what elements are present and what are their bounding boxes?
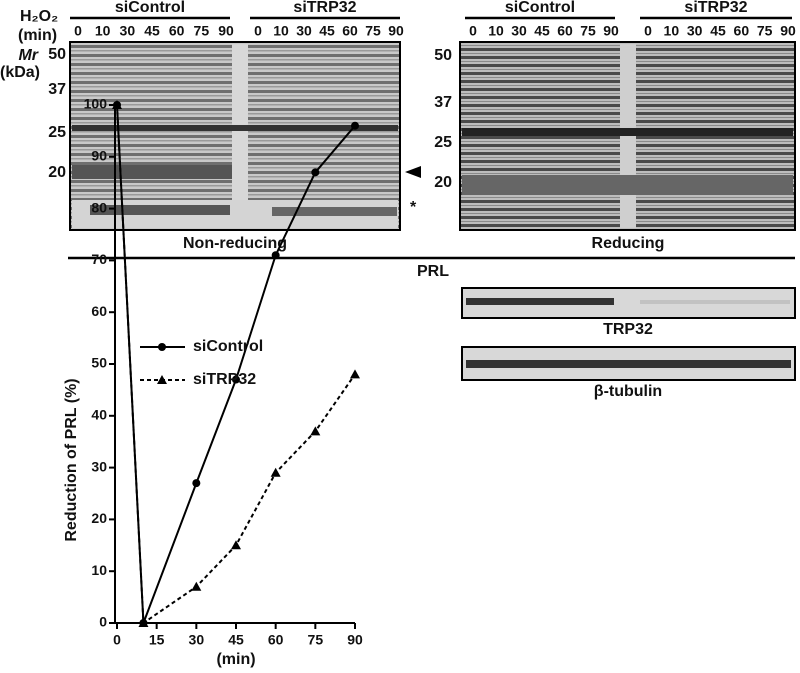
marker-label: 25 [48,124,66,141]
lane-label: 45 [710,23,726,39]
lane-label: 30 [687,23,703,39]
point [350,369,360,379]
point [310,426,321,436]
x-axis-label: (min) [216,651,255,668]
point [231,540,241,550]
point [191,581,202,591]
mr-unit-label: (kDa) [0,64,40,81]
mr-label: Mr [18,47,38,64]
blot-band [90,205,230,215]
group-label: siTRP32 [684,0,747,16]
blot-band [466,360,791,368]
group-label: siControl [115,0,185,16]
blot-band [72,165,232,179]
group-label: siControl [505,0,575,16]
blot-band [466,298,614,305]
lane-label: 0 [644,23,652,39]
group-label: siTRP32 [293,0,356,16]
lane-label: 45 [534,23,550,39]
lane-label: 60 [557,23,573,39]
lane-label: 0 [254,23,262,39]
arrowhead [405,166,421,178]
blot-band [462,175,793,195]
time-unit-label: (min) [18,27,57,44]
lane-label: 0 [469,23,477,39]
lane-label: 90 [780,23,796,39]
y-tick-label: 50 [91,355,107,371]
lane-label: 10 [664,23,680,39]
y-tick-label: 30 [91,458,107,474]
marker-label: 50 [48,46,66,63]
point [311,168,320,177]
lane-label: 60 [734,23,750,39]
blot-gap [232,44,248,228]
point [192,479,201,488]
marker-label: 20 [434,174,452,191]
lane-label: 45 [144,23,160,39]
x-tick-label: 0 [113,632,121,648]
lane-label: 75 [757,23,773,39]
lane-label: 90 [218,23,234,39]
point [138,618,149,627]
marker-label: 20 [48,164,66,181]
lane-label: 10 [95,23,111,39]
lane-label: 90 [388,23,404,39]
asterisk: * [410,199,417,216]
point [271,251,280,260]
legend-marker [157,375,167,384]
y-tick-label: 60 [91,303,107,319]
y-axis-label: Reduction of PRL (%) [63,378,80,541]
lane-label: 60 [169,23,185,39]
legend-label: siTRP32 [193,371,256,388]
point [112,100,122,109]
treatment-label: H₂O₂ [20,8,58,25]
legend-label: siControl [193,338,263,355]
x-tick-label: 90 [347,632,363,648]
y-tick-label: 20 [91,510,107,526]
lane-label: 0 [74,23,82,39]
marker-label: 37 [434,94,452,111]
lane-label: 30 [120,23,136,39]
marker-label: 37 [48,81,66,98]
blot-label: TRP32 [603,321,653,338]
protein-label: PRL [417,263,449,280]
y-tick-label: 0 [99,614,107,630]
lane-label: 75 [194,23,210,39]
blot-label: β-tubulin [594,383,662,400]
blot-band [640,300,790,304]
y-tick-label: 90 [91,148,107,164]
legend-marker [158,343,166,351]
x-tick-label: 60 [268,632,284,648]
y-tick-label: 70 [91,251,107,267]
x-tick-label: 30 [189,632,205,648]
lane-label: 75 [580,23,596,39]
lane-label: 10 [488,23,504,39]
lane-label: 75 [365,23,381,39]
panel-label: Reducing [592,235,665,252]
x-tick-label: 75 [308,632,324,648]
x-tick-label: 45 [228,632,244,648]
lane-label: 30 [296,23,312,39]
y-tick-label: 40 [91,407,107,423]
marker-label: 50 [434,47,452,64]
y-tick-label: 100 [84,96,108,112]
x-tick-label: 15 [149,632,165,648]
blot-band [272,207,397,216]
panel-label: Non-reducing [183,235,287,252]
lane-label: 90 [603,23,619,39]
y-tick-label: 10 [91,562,107,578]
lane-label: 45 [319,23,335,39]
lane-label: 30 [511,23,527,39]
blot-band [72,125,398,131]
y-tick-label: 80 [91,199,107,215]
blot-band [462,128,793,136]
point [232,375,240,384]
lane-label: 10 [273,23,289,39]
point [351,121,359,130]
marker-label: 25 [434,134,452,151]
lane-label: 60 [342,23,358,39]
point [270,467,281,477]
